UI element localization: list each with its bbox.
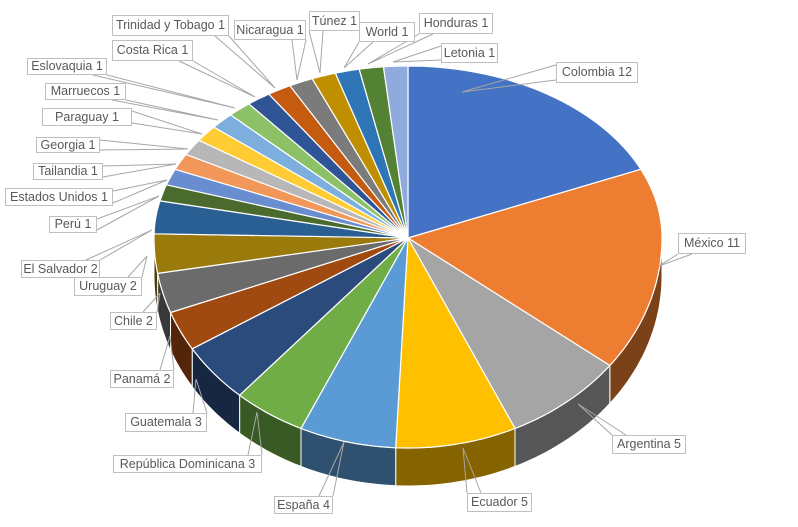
data-label-eslovaquia[interactable]: Eslovaquia 1 [27,58,107,75]
data-label-estados-unidos[interactable]: Estados Unidos 1 [5,188,113,206]
data-label-argentina[interactable]: Argentina 5 [612,435,686,454]
leader-line-uruguay [127,255,148,278]
leader-line-trinidad-y-tobago [214,35,276,89]
leader-line-nicaragua [291,39,307,81]
data-label-georgia[interactable]: Georgia 1 [36,137,100,153]
leader-line-chile [142,292,161,313]
pie-slice-argentina[interactable] [407,237,611,429]
data-label-colombia[interactable]: Colombia 12 [556,62,638,83]
leader-line-panama [159,335,175,371]
data-label-letonia[interactable]: Letonia 1 [441,43,498,63]
leader-line-peru [96,195,160,231]
pie-slice-colombia[interactable] [407,65,642,239]
pie-slice-letonia[interactable] [382,65,409,239]
data-label-republica-dominicana[interactable]: República Dominicana 3 [113,455,262,473]
pie-slice-uruguay[interactable] [153,233,409,274]
data-label-tunez[interactable]: Túnez 1 [309,11,360,31]
data-label-peru[interactable]: Perú 1 [49,216,97,233]
leader-line-marruecos [111,99,219,121]
pie-slice-espana[interactable] [300,237,409,449]
pie-slice-panama[interactable] [169,237,409,350]
data-label-uruguay[interactable]: Uruguay 2 [74,277,142,296]
data-label-costa-rica[interactable]: Costa Rica 1 [112,40,193,61]
leader-line-eslovaquia [92,74,236,109]
pie-slice-chile[interactable] [157,237,409,314]
data-label-espana[interactable]: España 4 [274,496,333,514]
data-label-tailandia[interactable]: Tailandia 1 [33,163,103,180]
pie-slice-guatemala[interactable] [191,237,409,396]
leader-line-paraguay [131,110,203,135]
data-label-mexico[interactable]: México 11 [678,233,746,254]
leader-line-guatemala [192,378,208,414]
pie-slice-mexico[interactable] [407,168,663,367]
leader-line-tunez [308,30,324,74]
leader-line-tailandia [102,163,177,178]
data-label-world[interactable]: World 1 [359,22,415,42]
pie-slice-ecuador[interactable] [395,237,516,449]
data-label-el-salvador[interactable]: El Salvador 2 [21,260,100,278]
data-label-chile[interactable]: Chile 2 [110,312,157,330]
leader-line-letonia [392,45,442,63]
leader-line-espana [318,441,345,497]
leader-line-colombia [461,64,557,93]
leader-line-world [343,41,374,69]
data-label-trinidad-y-tobago[interactable]: Trinidad y Tobago 1 [112,15,229,36]
pie-slice-republica-dominicana[interactable] [239,237,409,429]
leader-line-el-salvador [85,229,153,261]
data-label-nicaragua[interactable]: Nicaragua 1 [234,20,306,40]
data-label-ecuador[interactable]: Ecuador 5 [467,493,532,512]
leader-lines [85,30,693,497]
data-label-panama[interactable]: Panamá 2 [110,370,174,388]
leader-line-georgia [99,139,189,151]
data-label-honduras[interactable]: Honduras 1 [419,13,493,34]
data-label-guatemala[interactable]: Guatemala 3 [125,413,207,432]
leader-line-argentina [577,403,627,436]
pie-slices [153,65,663,449]
data-label-marruecos[interactable]: Marruecos 1 [45,83,126,100]
leader-line-costa-rica [178,60,256,98]
leader-line-mexico [658,253,693,267]
leader-line-ecuador [462,447,482,494]
data-label-paraguay[interactable]: Paraguay 1 [42,108,132,126]
leader-line-estados-unidos [112,179,168,204]
leader-line-republica-dominicana [247,411,263,456]
